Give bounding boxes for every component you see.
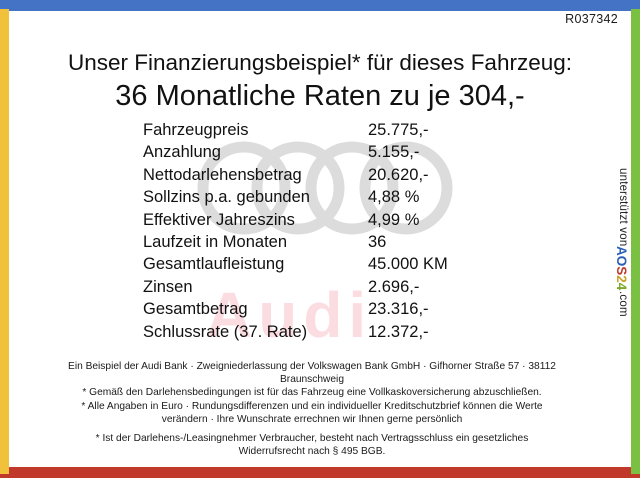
table-row: Gesamtlaufleistung 45.000 KM [143, 253, 503, 275]
table-row: Effektiver Jahreszins 4,99 % [143, 209, 503, 231]
finance-row-label: Gesamtlaufleistung [143, 255, 285, 274]
sponsor-brand-letter: 2 [614, 275, 629, 284]
table-row: Schlussrate (37. Rate) 12.372,- [143, 321, 503, 343]
fineprint-bank-line-1: Ein Beispiel der Audi Bank · Zweignieder… [68, 361, 556, 372]
finance-row-value: 23.316,- [368, 300, 429, 319]
sponsor-brand-letter: S [614, 266, 629, 276]
page-title-line-2: 36 Monatliche Raten zu je 304,- [115, 80, 525, 112]
finance-row-label: Sollzins p.a. gebunden [143, 188, 310, 207]
finance-row-value: 2.696,- [368, 277, 420, 296]
finance-row-value: 45.000 KM [368, 255, 448, 274]
fineprint-bank-line-2: Braunschweig [280, 374, 344, 386]
finance-row-value: 25.775,- [368, 121, 429, 139]
page-title-line-1: Unser Finanzierungsbeispiel* für dieses … [67, 50, 572, 75]
frame-edge-bottom [0, 467, 640, 478]
fineprint-note-3-line-1: * Ist der Darlehens-/Leasingnehmer Verbr… [95, 433, 529, 445]
sponsor-suffix: .com [617, 290, 629, 317]
finance-row-label: Laufzeit in Monaten [143, 233, 288, 252]
fineprint: Ein Beispiel der Audi Bank · Zweignieder… [22, 360, 602, 458]
fineprint-note-2-line-1: * Alle Angaben in Euro · Rundungsdiffere… [81, 400, 543, 412]
sponsor-brand-letter: 4 [614, 283, 629, 291]
finance-row-value: 4,88 % [368, 188, 420, 207]
finance-row-value: 20.620,- [368, 165, 429, 184]
fineprint-note-3-line-2: Widerrufsrecht nach § 495 BGB. [238, 446, 386, 458]
table-row: Fahrzeugpreis 25.775,- [143, 119, 503, 141]
finance-row-label: Schlussrate (37. Rate) [143, 322, 308, 341]
finance-row-label: Zinsen [143, 277, 193, 296]
finance-row-value: 5.155,- [368, 143, 420, 162]
frame-edge-right [631, 9, 640, 474]
table-row: Sollzins p.a. gebunden 4,88 % [143, 186, 503, 208]
sponsor-credit: unterstützt von AOS24 .com [611, 168, 629, 348]
finance-row-label: Gesamtbetrag [143, 300, 248, 319]
finance-row-label: Effektiver Jahreszins [143, 210, 295, 229]
frame-edge-left [0, 9, 9, 474]
reference-number: R037342 [565, 12, 618, 26]
table-row: Laufzeit in Monaten 36 [143, 231, 503, 253]
finance-row-label: Anzahlung [143, 143, 221, 162]
finance-row-label: Nettodarlehensbetrag [143, 165, 302, 184]
fineprint-note-2-line-2: verändern · Ihre Wunschrate errechnen wi… [161, 413, 463, 425]
sponsor-brand-logo: AOS24 [614, 246, 629, 290]
fineprint-note-1: * Gemäß den Darlehensbedingungen ist für… [82, 387, 542, 399]
table-row: Zinsen 2.696,- [143, 276, 503, 298]
table-row: Gesamtbetrag 23.316,- [143, 298, 503, 320]
table-row: Nettodarlehensbetrag 20.620,- [143, 164, 503, 186]
finance-row-value: 36 [368, 233, 387, 252]
table-row: Anzahlung 5.155,- [143, 141, 503, 163]
finance-row-value: 12.372,- [368, 322, 429, 341]
finance-details-table: Fahrzeugpreis 25.775,- Anzahlung 5.155,- Net… [143, 119, 503, 343]
finance-row-label: Fahrzeugpreis [143, 121, 249, 139]
sponsor-prefix: unterstützt von [617, 168, 629, 247]
frame-edge-top [0, 0, 640, 11]
finance-row-value: 4,99 % [368, 210, 420, 229]
sponsor-brand-letter: O [614, 256, 629, 267]
sponsor-brand-letter: A [614, 246, 629, 257]
